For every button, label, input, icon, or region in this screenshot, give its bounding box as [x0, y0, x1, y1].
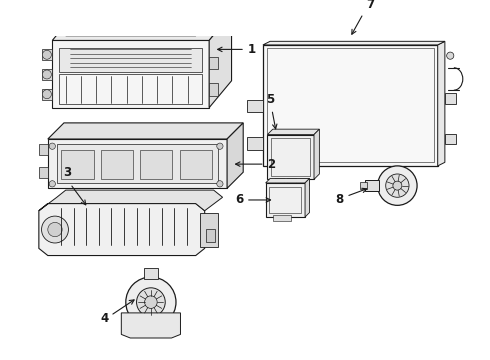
Bar — [140, 150, 172, 179]
Bar — [101, 150, 133, 179]
Circle shape — [126, 277, 176, 327]
Circle shape — [378, 166, 417, 205]
Circle shape — [192, 28, 199, 35]
Bar — [271, 138, 311, 176]
Polygon shape — [42, 89, 52, 100]
Polygon shape — [227, 123, 243, 188]
Circle shape — [42, 216, 69, 243]
Circle shape — [137, 288, 165, 316]
Circle shape — [49, 181, 55, 187]
Polygon shape — [268, 135, 314, 179]
Text: 1: 1 — [247, 43, 256, 56]
Text: 4: 4 — [100, 312, 109, 325]
Text: 8: 8 — [335, 193, 343, 206]
Bar — [445, 134, 456, 144]
Circle shape — [393, 181, 402, 190]
Bar — [206, 229, 215, 242]
Polygon shape — [66, 20, 209, 36]
Bar — [300, 177, 309, 185]
Polygon shape — [48, 139, 227, 188]
Polygon shape — [39, 203, 205, 256]
Polygon shape — [39, 167, 48, 177]
Circle shape — [49, 143, 55, 149]
Bar — [445, 93, 456, 104]
Polygon shape — [247, 137, 263, 150]
Circle shape — [386, 174, 409, 197]
Polygon shape — [52, 14, 232, 40]
Polygon shape — [263, 45, 438, 166]
Circle shape — [447, 52, 454, 59]
Circle shape — [217, 181, 223, 187]
Text: 3: 3 — [64, 166, 72, 179]
Bar — [59, 75, 202, 104]
Polygon shape — [266, 179, 310, 183]
Polygon shape — [39, 144, 48, 155]
Text: 7: 7 — [366, 0, 374, 11]
Polygon shape — [39, 190, 222, 211]
Polygon shape — [42, 49, 52, 60]
Circle shape — [43, 90, 51, 99]
Bar — [274, 177, 284, 185]
Bar — [365, 180, 379, 191]
Circle shape — [71, 28, 78, 35]
Bar — [144, 268, 158, 279]
Circle shape — [48, 222, 62, 237]
Bar — [57, 144, 218, 183]
Polygon shape — [247, 100, 263, 112]
Bar — [269, 186, 301, 213]
Polygon shape — [263, 41, 445, 45]
Bar — [61, 150, 94, 179]
Polygon shape — [268, 129, 319, 135]
Polygon shape — [305, 179, 310, 217]
Text: 5: 5 — [266, 93, 274, 106]
Polygon shape — [209, 14, 232, 108]
Bar — [200, 212, 218, 247]
Bar — [267, 49, 434, 162]
Polygon shape — [52, 40, 209, 108]
Polygon shape — [209, 57, 218, 69]
Circle shape — [145, 296, 157, 309]
Circle shape — [43, 70, 51, 79]
Polygon shape — [209, 84, 218, 96]
Polygon shape — [266, 183, 305, 217]
Polygon shape — [438, 41, 445, 166]
Bar — [273, 215, 291, 221]
Text: 2: 2 — [268, 158, 275, 171]
Polygon shape — [42, 69, 52, 80]
Text: 6: 6 — [235, 193, 243, 207]
Bar — [179, 150, 212, 179]
Bar — [287, 177, 296, 185]
Circle shape — [217, 143, 223, 149]
Polygon shape — [48, 123, 243, 139]
Bar — [59, 48, 202, 72]
Circle shape — [43, 50, 51, 59]
Bar — [360, 182, 367, 189]
Polygon shape — [314, 129, 319, 179]
Polygon shape — [122, 313, 180, 338]
